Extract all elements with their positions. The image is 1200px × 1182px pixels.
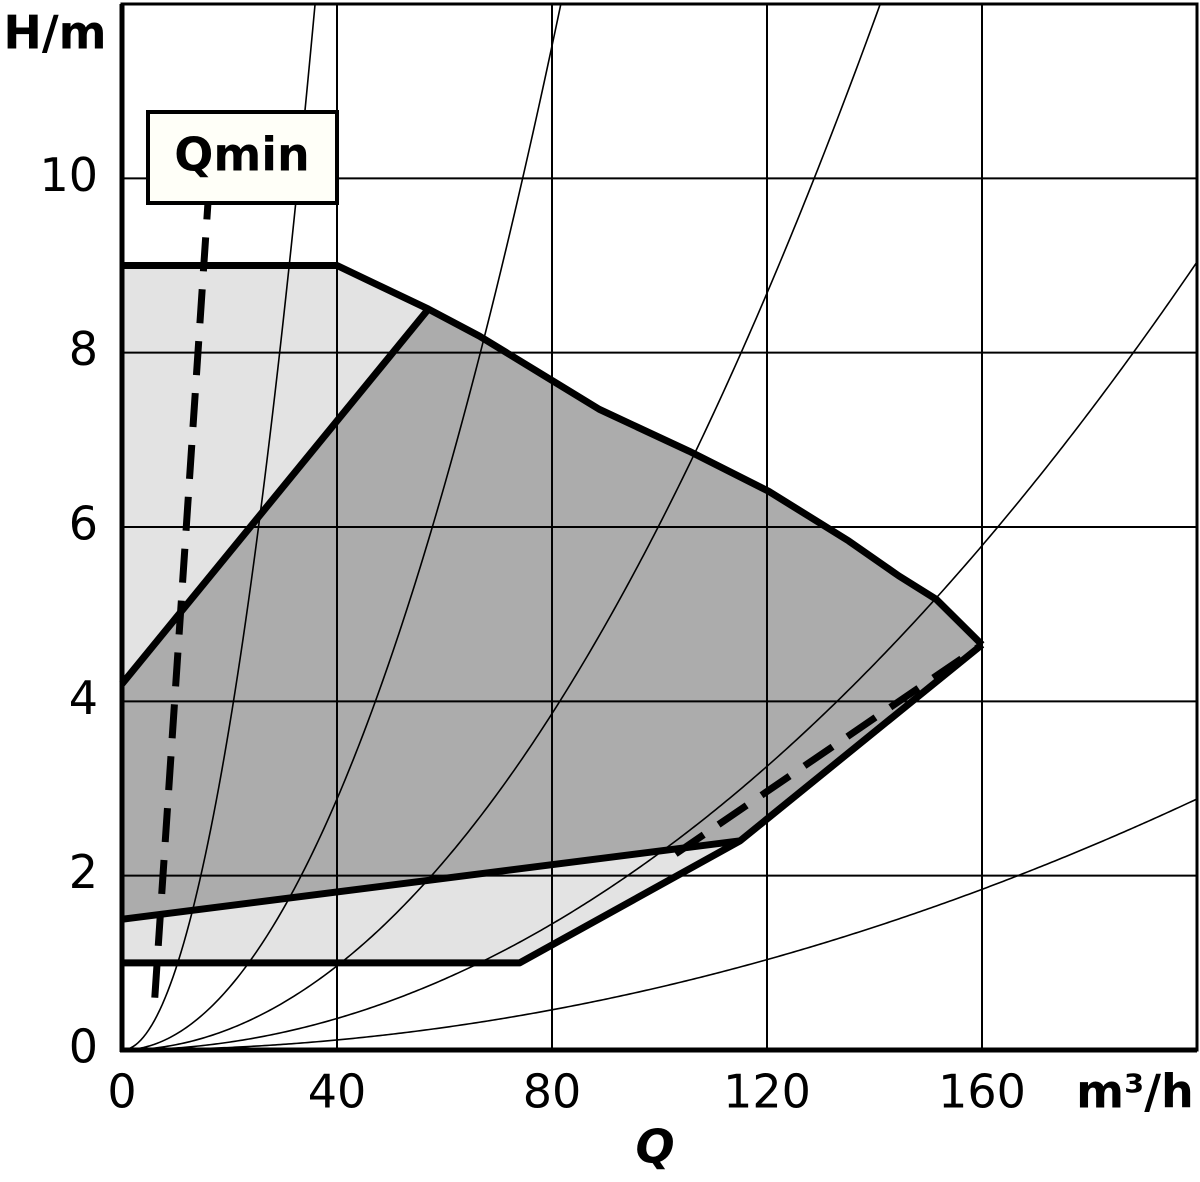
annotation-box (146, 110, 339, 205)
x-tick-label: 80 (523, 1065, 582, 1119)
x-tick-label: 40 (308, 1065, 367, 1119)
y-tick-label: 10 (39, 148, 98, 202)
dashed-line (673, 641, 984, 857)
system-curve (122, 4, 316, 1050)
system-curve (122, 4, 562, 1050)
annotation: Qmin (174, 128, 310, 182)
x-tick-label: 0 (107, 1065, 136, 1119)
boundary-line (122, 641, 985, 967)
boundary-line (122, 262, 985, 648)
x-tick-label: 120 (723, 1065, 811, 1119)
system-curve (122, 798, 1197, 1050)
x-axis-label: Q (635, 1120, 674, 1174)
y-tick-label: 4 (69, 671, 98, 725)
y-axis-label: H/m (3, 6, 106, 60)
y-tick-label: 6 (69, 497, 98, 551)
system-curve (122, 4, 882, 1050)
x-unit-label: m³/h (1076, 1065, 1194, 1119)
y-tick-label: 2 (69, 845, 98, 899)
dashed-line (151, 178, 214, 998)
y-tick-label: 8 (69, 322, 98, 376)
x-tick-label: 160 (938, 1065, 1026, 1119)
y-tick-label: 0 (69, 1020, 98, 1074)
boundary-line (121, 837, 741, 923)
boundary-line (119, 306, 432, 687)
